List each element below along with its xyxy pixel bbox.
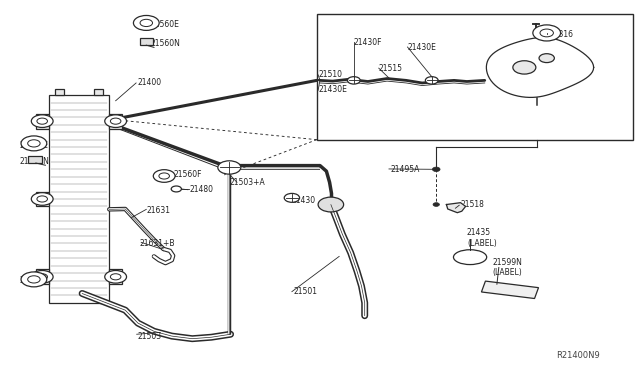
- Text: 21560E: 21560E: [20, 141, 49, 150]
- Circle shape: [426, 77, 438, 84]
- Circle shape: [31, 115, 53, 128]
- Polygon shape: [486, 38, 594, 97]
- Text: 21430E: 21430E: [318, 85, 347, 94]
- Text: 21631+B: 21631+B: [140, 239, 175, 248]
- Text: 21435
(LABEL): 21435 (LABEL): [467, 228, 497, 248]
- Text: 21560N: 21560N: [151, 39, 180, 48]
- Bar: [94, 89, 103, 95]
- Circle shape: [105, 270, 127, 283]
- Text: 21400: 21400: [138, 78, 162, 87]
- Circle shape: [154, 170, 175, 182]
- FancyBboxPatch shape: [481, 281, 538, 298]
- Text: 21560E: 21560E: [151, 20, 180, 29]
- Bar: [55, 89, 64, 95]
- Text: 21515: 21515: [379, 64, 403, 73]
- Circle shape: [284, 193, 300, 202]
- Text: 21631: 21631: [147, 206, 170, 215]
- Text: 21599N
(LABEL): 21599N (LABEL): [492, 258, 522, 277]
- Bar: [28, 155, 42, 163]
- Bar: [36, 269, 49, 284]
- Circle shape: [172, 186, 181, 192]
- Circle shape: [539, 54, 554, 62]
- Circle shape: [533, 25, 561, 41]
- Text: 21480: 21480: [189, 185, 213, 194]
- Circle shape: [433, 167, 440, 171]
- Bar: [109, 269, 122, 284]
- Text: 21501: 21501: [293, 287, 317, 296]
- Text: R21400N9: R21400N9: [556, 351, 600, 360]
- Circle shape: [31, 270, 53, 283]
- Ellipse shape: [454, 250, 486, 264]
- Text: 21510: 21510: [318, 70, 342, 78]
- Text: 21316: 21316: [550, 29, 574, 39]
- Circle shape: [31, 193, 53, 205]
- Bar: [317, 14, 633, 140]
- Circle shape: [513, 61, 536, 74]
- Text: 21560F: 21560F: [20, 276, 49, 285]
- Polygon shape: [447, 203, 466, 213]
- Circle shape: [105, 115, 127, 128]
- Bar: [109, 114, 122, 129]
- Text: 21560F: 21560F: [173, 170, 202, 179]
- Circle shape: [21, 136, 47, 151]
- Bar: [36, 114, 49, 129]
- Bar: [140, 38, 153, 45]
- Text: 21495A: 21495A: [390, 165, 420, 174]
- Text: 21503: 21503: [138, 331, 162, 341]
- Circle shape: [21, 272, 47, 287]
- Circle shape: [218, 161, 241, 174]
- Text: 21430: 21430: [291, 196, 316, 205]
- Text: 21560N: 21560N: [20, 157, 50, 166]
- Bar: [36, 192, 49, 206]
- Bar: [49, 95, 109, 303]
- Text: 21430F: 21430F: [354, 38, 382, 47]
- Text: 21503+A: 21503+A: [229, 178, 265, 187]
- Circle shape: [348, 77, 360, 84]
- Text: 21518: 21518: [461, 200, 484, 209]
- Text: 21430E: 21430E: [408, 42, 436, 51]
- Circle shape: [318, 197, 344, 212]
- Circle shape: [433, 203, 440, 206]
- Circle shape: [133, 16, 159, 31]
